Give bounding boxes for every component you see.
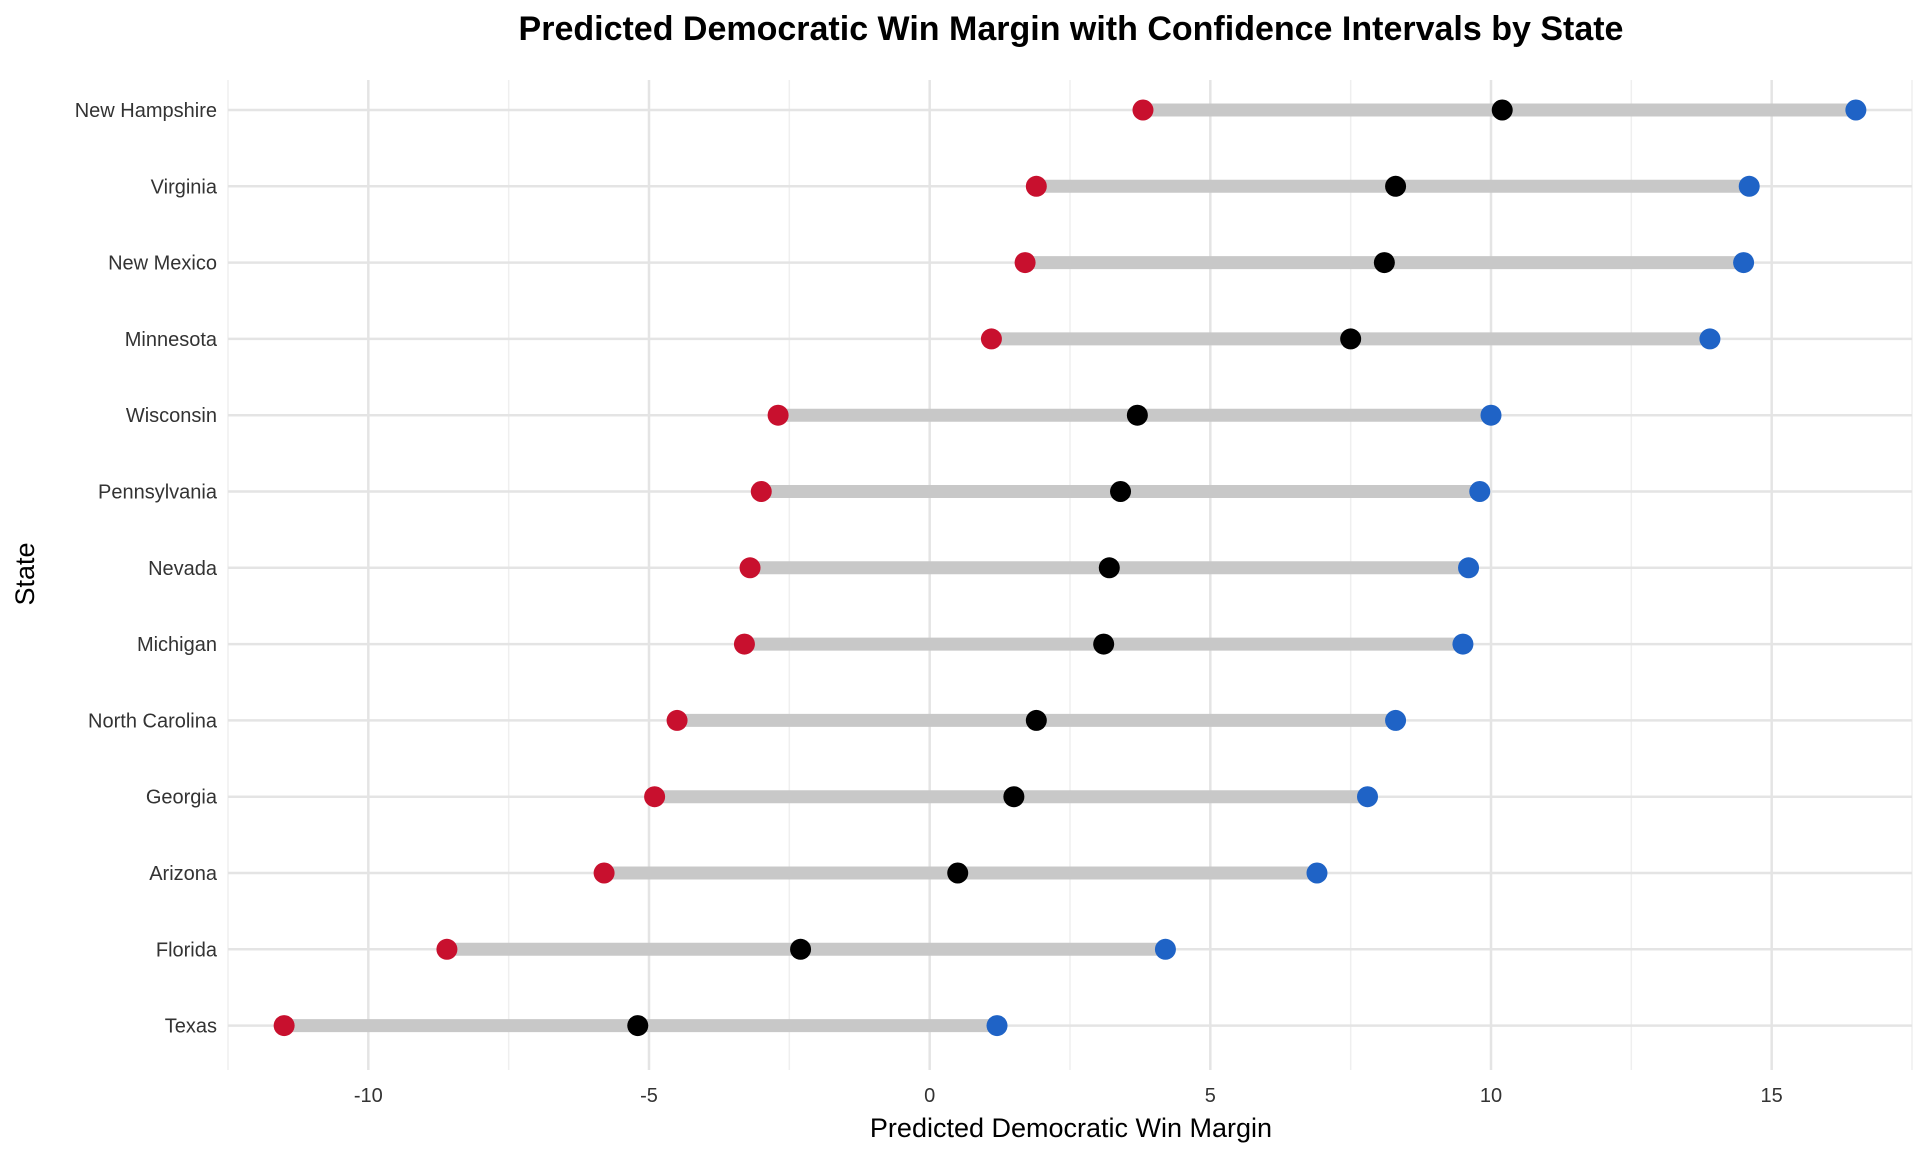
x-tick-label: 0 — [924, 1085, 935, 1107]
lower-bound-point — [980, 328, 1002, 350]
lower-bound-point — [1025, 175, 1047, 197]
x-tick-label: -10 — [354, 1085, 383, 1107]
state-label: Georgia — [146, 787, 218, 809]
x-tick-label: 5 — [1205, 1085, 1216, 1107]
state-label: Virginia — [151, 176, 218, 198]
predicted-margin-point — [790, 938, 812, 960]
lower-bound-point — [593, 862, 615, 884]
lower-bound-point — [1132, 99, 1154, 121]
x-axis-title: Predicted Democratic Win Margin — [870, 1113, 1272, 1143]
state-label: Florida — [156, 939, 218, 961]
state-label: Texas — [165, 1016, 217, 1038]
lower-bound-point — [273, 1015, 295, 1037]
lower-bound-point — [750, 481, 772, 502]
predicted-margin-point — [627, 1015, 649, 1037]
x-axis-tick-labels: -10 -5 0 5 10 15 — [354, 1085, 1783, 1107]
y-axis-title: State — [10, 542, 40, 605]
upper-bound-point — [1738, 175, 1760, 197]
predicted-margin-point — [1491, 99, 1513, 121]
y-axis-tick-labels: New Hampshire Virginia New Mexico Minnesota… — [75, 100, 218, 1038]
predicted-margin-point — [1098, 557, 1120, 579]
state-label: Wisconsin — [126, 405, 217, 427]
upper-bound-point — [1385, 709, 1407, 731]
upper-bound-point — [1699, 328, 1721, 350]
lower-bound-point — [739, 557, 761, 579]
upper-bound-point — [1357, 786, 1379, 808]
state-label: New Hampshire — [75, 100, 217, 122]
state-label: Pennsylvania — [98, 482, 218, 504]
upper-bound-point — [1452, 633, 1474, 655]
upper-bound-point — [1458, 557, 1480, 579]
state-label: New Mexico — [108, 253, 217, 275]
predicted-margin-point — [947, 862, 969, 884]
predicted-margin-point — [1025, 709, 1047, 731]
x-tick-label: 10 — [1480, 1085, 1502, 1107]
lower-bound-point — [733, 633, 755, 655]
predicted-margin-point — [1126, 404, 1148, 426]
x-tick-label: 15 — [1761, 1085, 1783, 1107]
upper-bound-point — [1469, 481, 1491, 502]
state-label: Arizona — [149, 863, 218, 885]
lower-bound-point — [666, 709, 688, 731]
predicted-margin-point — [1340, 328, 1362, 350]
state-label: Michigan — [137, 634, 217, 656]
predicted-margin-point — [1373, 252, 1395, 274]
state-label: Nevada — [148, 558, 218, 580]
data-points — [273, 99, 1867, 1037]
predicted-margin-point — [1110, 481, 1132, 502]
lower-bound-point — [644, 786, 666, 808]
lower-bound-point — [1014, 252, 1036, 274]
lower-bound-point — [767, 404, 789, 426]
state-label: Minnesota — [125, 329, 218, 351]
upper-bound-point — [1480, 404, 1502, 426]
upper-bound-point — [986, 1015, 1008, 1037]
upper-bound-point — [1733, 252, 1755, 274]
lower-bound-point — [436, 938, 458, 960]
upper-bound-point — [1306, 862, 1328, 884]
predicted-margin-point — [1093, 633, 1115, 655]
upper-bound-point — [1154, 938, 1176, 960]
predicted-margin-point — [1385, 175, 1407, 197]
gridlines — [227, 80, 1913, 1070]
x-tick-label: -5 — [640, 1085, 658, 1107]
predicted-margin-point — [1003, 786, 1025, 808]
state-label: North Carolina — [88, 710, 218, 732]
chart-title: Predicted Democratic Win Margin with Con… — [519, 10, 1624, 48]
upper-bound-point — [1845, 99, 1867, 121]
